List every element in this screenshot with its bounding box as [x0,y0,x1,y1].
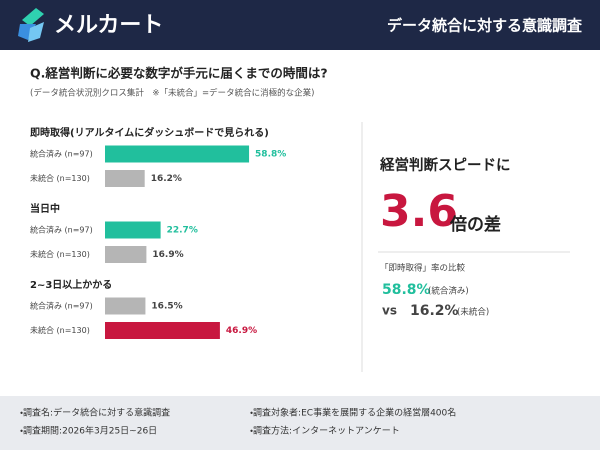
category-label: 未統合 (n=130) [30,173,90,183]
footer-bar [0,396,600,450]
category-label: 統合済み (n=97) [30,225,93,235]
compare-title: 「即時取得」率の比較 [380,263,466,274]
sidebar-suffix: 倍の差 [449,214,501,235]
sidebar-lead: 経営判断スピードに [379,156,511,174]
group-title: 即時取得(リアルタイムにダッシュボードで見られる) [30,126,269,139]
bar [105,221,161,239]
compare-a-label: (統合済み) [428,286,469,297]
group-title: 当日中 [30,202,60,215]
group-title: 2~3日以上かかる [30,278,112,291]
category-label: 未統合 (n=130) [30,249,90,259]
bar [105,145,250,163]
bar [105,170,145,187]
footer-item: ・調査方法:インターネットアンケート [250,425,400,437]
category-label: 統合済み (n=97) [30,301,93,311]
compare-vs: vs [382,304,397,318]
bar [105,297,146,315]
bar-chart: 即時取得(リアルタイムにダッシュボードで見られる) 統合済み (n=97) 58.8… [30,126,286,339]
value-label: 22.7% [167,226,198,236]
footer-item: ・調査期間:2026年3月25日~26日 [20,425,157,437]
compare-a-value: 58.8% [382,282,431,298]
category-label: 統合済み (n=97) [30,149,93,159]
compare-b-value: 16.2% [410,303,459,319]
header-title: データ統合に対する意識調査 [387,17,583,35]
footer-item: ・調査対象者:EC事業を展開する企業の経営層400名 [250,407,456,419]
logo-icon [18,8,44,42]
value-label: 16.2% [151,174,182,184]
compare-b-label: (未統合) [457,307,489,318]
value-label: 58.8% [255,150,286,160]
sidebar-multiplier: 3.6 [380,186,458,237]
note: (データ統合状況別クロス集計 ※「未統合」=データ統合に消極的な企業) [30,88,314,99]
value-label: 16.9% [152,250,183,260]
value-label: 16.5% [151,302,182,312]
footer-item: ・調査名:データ統合に対する意識調査 [20,407,170,419]
bar [105,246,147,263]
header-bar [0,0,600,50]
value-label: 46.9% [226,326,257,336]
bar [105,322,220,339]
question: Q.経営判断に必要な数字が手元に届くまでの時間は? [30,66,328,81]
logo-text: メルカート [54,13,163,38]
category-label: 未統合 (n=130) [30,325,90,335]
